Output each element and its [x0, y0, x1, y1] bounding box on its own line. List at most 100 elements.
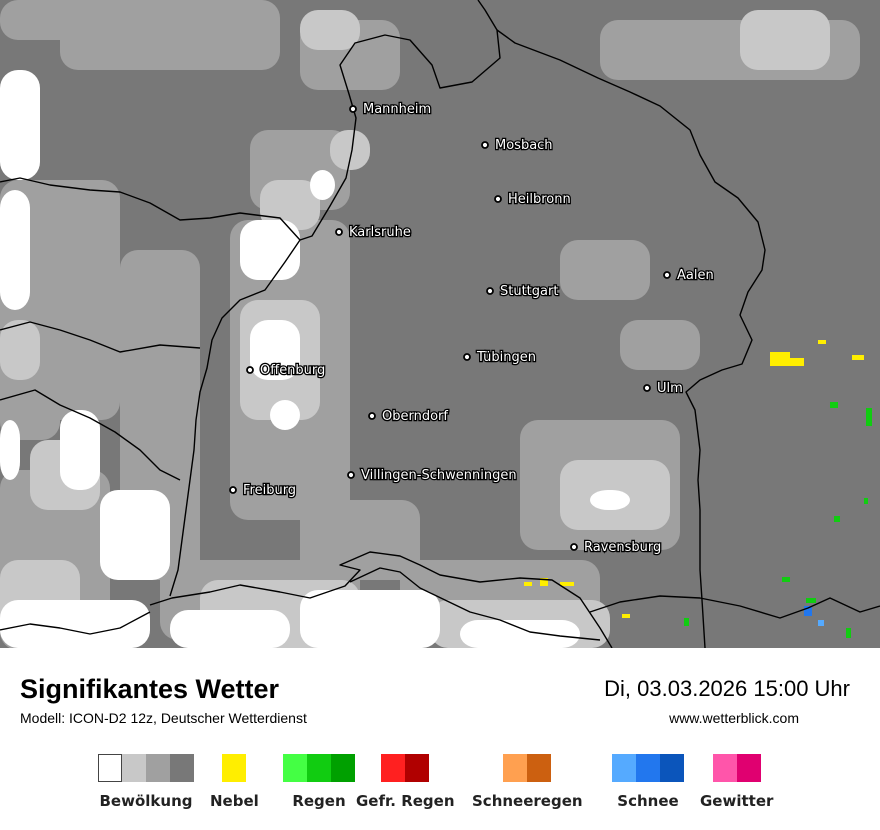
legend-swatches	[700, 754, 773, 782]
legend-swatch	[612, 754, 636, 782]
city-label: Tübingen	[476, 350, 536, 365]
cloud-cell	[60, 410, 100, 490]
city-dot	[229, 486, 237, 494]
city-dot	[349, 105, 357, 113]
precip-cell	[834, 516, 840, 522]
city-dot	[643, 384, 651, 392]
legend-swatch	[222, 754, 247, 782]
cloud-cell	[100, 490, 170, 580]
state-border-hessen	[299, 0, 501, 241]
cloud-cell	[590, 490, 630, 510]
legend-item-bewoelkung: Bewölkung	[98, 754, 194, 810]
precip-cell	[622, 614, 630, 618]
border-lake-constance	[349, 567, 601, 641]
city-label: Ulm	[657, 381, 683, 396]
city-label: Aalen	[677, 268, 714, 283]
cloud-cell	[60, 0, 280, 70]
legend-swatches	[283, 754, 355, 782]
legend-swatch	[331, 754, 355, 782]
legend-item-regen: Regen	[283, 754, 355, 810]
legend-swatches	[356, 754, 455, 782]
legend-label: Bewölkung	[99, 792, 193, 810]
precipitation-cells	[524, 340, 872, 638]
precip-cell	[540, 578, 548, 586]
precip-cell	[790, 358, 804, 366]
cloud-cell	[0, 420, 20, 480]
state-border-north	[0, 177, 301, 241]
legend-swatch	[283, 754, 307, 782]
border-lines	[0, 0, 880, 648]
cloud-cell	[240, 220, 300, 280]
city-label: Heilbronn	[508, 192, 571, 207]
city-dot	[663, 271, 671, 279]
map-svg: Mannheim Mosbach Heilbronn Karlsruhe Aalen St…	[0, 0, 880, 648]
border-austria	[589, 595, 880, 619]
legend-swatch	[170, 754, 194, 782]
cloud-cell	[300, 10, 360, 50]
cloud-cell	[0, 320, 40, 380]
forecast-datetime: Di, 03.03.2026 15:00 Uhr	[604, 676, 850, 701]
cloud-cell	[460, 620, 580, 648]
legend-swatches	[472, 754, 583, 782]
city-label: Stuttgart	[500, 284, 558, 299]
legend-item-schneeregen: Schneeregen	[472, 754, 583, 810]
legend-label: Gefr. Regen	[356, 792, 455, 810]
city-label: Offenburg	[260, 363, 325, 378]
cloud-cell	[250, 320, 300, 380]
model-info: Modell: ICON-D2 12z, Deutscher Wetterdie…	[20, 710, 307, 726]
legend-swatch	[503, 754, 528, 782]
cloud-cell	[0, 600, 150, 648]
precip-cell	[806, 598, 816, 603]
city-label: Villingen-Schwenningen	[361, 468, 517, 483]
legend-label: Regen	[292, 792, 346, 810]
legend-swatch	[122, 754, 146, 782]
city-label: Oberndorf	[382, 409, 448, 424]
cloud-cover-cells	[0, 0, 860, 648]
cloud-cell	[560, 240, 650, 300]
precip-cell	[846, 628, 851, 638]
rhine-border	[169, 239, 301, 597]
cloud-cell	[300, 590, 440, 648]
border-swiss	[149, 551, 613, 648]
city-label: Ravensburg	[584, 540, 661, 555]
legend-swatch	[736, 754, 761, 782]
legend-swatch	[712, 754, 737, 782]
website-link[interactable]: www.wetterblick.com	[669, 710, 799, 726]
city-dot	[347, 471, 355, 479]
precip-cell	[770, 352, 790, 366]
precip-cell	[560, 582, 574, 586]
cloud-cell	[0, 190, 30, 310]
city-label: Mannheim	[363, 102, 431, 117]
city-dot	[335, 228, 343, 236]
legend-label: Gewitter	[700, 792, 774, 810]
city-dot	[246, 366, 254, 374]
legend-swatch	[636, 754, 660, 782]
cloud-cell	[270, 400, 300, 430]
cloud-cell	[170, 610, 290, 648]
legend-swatch	[527, 754, 552, 782]
precip-cell	[866, 408, 872, 426]
city-markers: Mannheim Mosbach Heilbronn Karlsruhe Aalen St…	[229, 101, 715, 556]
precip-cell	[852, 355, 864, 360]
precip-cell	[524, 582, 532, 586]
legend-swatches	[612, 754, 684, 782]
city-label: Karlsruhe	[349, 225, 411, 240]
weather-map: Mannheim Mosbach Heilbronn Karlsruhe Aalen St…	[0, 0, 880, 648]
precip-cell	[804, 606, 812, 616]
cloud-cell	[310, 170, 335, 200]
legend-swatch	[405, 754, 430, 782]
legend-item-gewitter: Gewitter	[700, 754, 773, 810]
state-border-bavaria	[496, 29, 766, 648]
legend-swatches	[98, 754, 194, 782]
cloud-cell	[330, 130, 370, 170]
border-west-1	[0, 321, 201, 353]
city-dot	[463, 353, 471, 361]
border-west-2	[0, 389, 181, 481]
city-dot	[368, 412, 376, 420]
precip-cell	[818, 340, 826, 344]
precip-cell	[830, 402, 838, 408]
city-dot	[570, 543, 578, 551]
legend-item-gefr-regen: Gefr. Regen	[356, 754, 455, 810]
precip-cell	[864, 498, 868, 504]
cloud-cell	[620, 320, 700, 370]
